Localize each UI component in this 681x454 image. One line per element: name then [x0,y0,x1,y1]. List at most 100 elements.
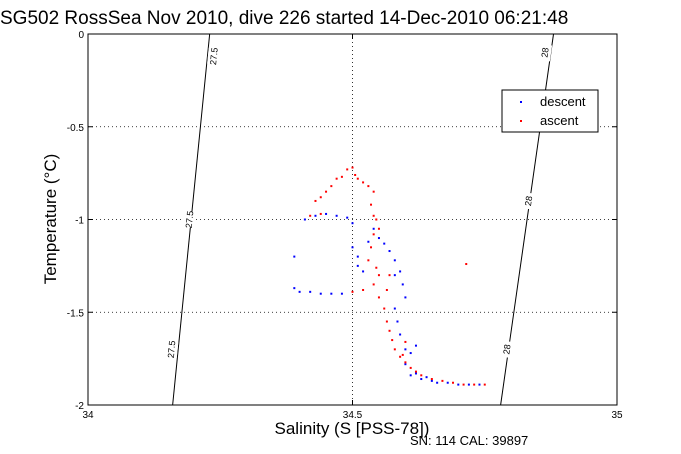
contour-label: 28 [523,195,534,206]
descent-point [467,383,470,386]
density-contour-labels: 27.5 27.5 27.5 28 28 28 [164,43,553,359]
descent-point [351,222,354,225]
ascent-point [462,383,465,386]
ascent-point [362,181,365,184]
ascent-point [340,175,343,178]
ascent-point [391,339,394,342]
descent-point [396,320,399,323]
descent-point [388,250,391,253]
ascent-point [372,190,375,193]
descent-point [436,381,439,384]
descent-point [414,344,417,347]
descent-point [409,374,412,377]
x-tick-label: 34.5 [343,410,363,421]
ascent-point [346,168,349,171]
descent-point [478,383,481,386]
ascent-point [401,353,404,356]
ascent-point [414,370,417,373]
legend-box [501,89,599,133]
y-axis-label: Temperature (°C) [41,154,60,285]
ascent-point [375,266,378,269]
y-tick-label: -1 [75,216,84,227]
contour-label: 28 [501,344,512,355]
descent-point [330,292,333,295]
y-tick-label: -2 [75,401,84,412]
x-axis-ticks: 34 34.5 35 [82,34,623,421]
ascent-point [309,214,312,217]
descent-point [430,379,433,382]
descent-point [309,290,312,293]
ascent-point [388,274,391,277]
ascent-point [362,288,365,291]
ascent-point [452,381,455,384]
ascent-point [377,274,380,277]
descent-point [377,237,380,240]
descent-point [409,352,412,355]
contour-label-background [207,47,221,65]
descent-point [351,246,354,249]
legend-marker-descent [520,101,522,103]
y-tick-label: 0 [78,30,84,41]
series-descent [293,212,481,386]
x-tick-label: 34 [82,410,94,421]
ascent-point [420,374,423,377]
descent-point [383,242,386,245]
serial-calibration-note: SN: 114 CAL: 39897 [410,433,528,448]
ascent-point [330,185,333,188]
ascent-point [351,166,354,169]
descent-point [367,240,370,243]
ascent-point [483,383,486,386]
ascent-point [314,199,317,202]
legend-label-descent: descent [540,94,586,109]
series-ascent [309,166,486,386]
descent-point [362,270,365,273]
descent-point [401,283,404,286]
descent-point [356,255,359,258]
ascent-point [388,329,391,332]
ascent-point [441,379,444,382]
descent-point [420,378,423,381]
ascent-point [404,340,407,343]
descent-point [399,270,402,273]
descent-point [303,218,306,221]
descent-point [325,212,328,215]
descent-point [457,383,460,386]
contour-label: 28 [539,47,550,58]
descent-point [340,292,343,295]
ascent-point [377,227,380,230]
contour-label-background [182,210,197,229]
descent-point [425,376,428,379]
descent-point [404,363,407,366]
descent-point [404,348,407,351]
ascent-point [409,366,412,369]
x-tick-label: 35 [611,410,623,421]
ascent-point [370,203,373,206]
ascent-point [375,218,378,221]
ascent-point [404,361,407,364]
legend: descent ascent [501,89,599,133]
ascent-point [430,378,433,381]
descent-point [393,259,396,262]
legend-marker-ascent [520,120,522,122]
descent-point [293,287,296,290]
x-axis-label: Salinity (S [PSS-78]) [275,419,430,438]
ascent-point [367,259,370,262]
ascent-point [356,177,359,180]
ascent-point [473,383,476,386]
y-tick-label: -1.5 [67,308,85,319]
y-tick-label: -0.5 [67,123,85,134]
descent-point [319,292,322,295]
contour-label-background [164,340,179,358]
ascent-point [370,246,373,249]
ascent-point [325,190,328,193]
descent-point [446,381,449,384]
contour-label: 27.5 [166,340,178,358]
descent-point [393,307,396,310]
descent-point [399,333,402,336]
descent-point [346,216,349,219]
contour-label: 27.5 [184,210,196,228]
ascent-point [385,320,388,323]
descent-point [404,296,407,299]
ascent-point [372,233,375,236]
